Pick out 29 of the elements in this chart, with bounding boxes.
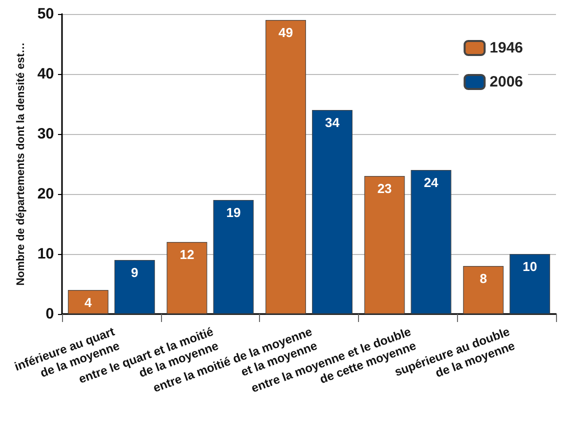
data-label: 34 bbox=[325, 115, 340, 130]
data-label: 9 bbox=[131, 265, 138, 280]
bar bbox=[364, 176, 405, 314]
data-label: 24 bbox=[424, 175, 440, 190]
bar bbox=[213, 200, 254, 314]
data-label: 23 bbox=[377, 181, 392, 196]
bar bbox=[312, 110, 352, 314]
y-tick-label: 20 bbox=[37, 186, 54, 202]
bar bbox=[166, 242, 208, 314]
y-tick-label: 40 bbox=[37, 66, 54, 82]
bar bbox=[266, 20, 306, 314]
bar bbox=[510, 254, 550, 314]
data-label: 49 bbox=[278, 25, 293, 40]
bar bbox=[68, 290, 108, 314]
data-label: 12 bbox=[180, 247, 194, 262]
y-axis-title: Nombre de départements dont la densité est… bbox=[14, 42, 27, 286]
y-tick-label: 10 bbox=[37, 246, 54, 262]
legend-label: 1946 bbox=[490, 40, 524, 56]
y-tick-label: 50 bbox=[37, 6, 54, 22]
data-label: 8 bbox=[480, 271, 487, 286]
bar bbox=[410, 170, 452, 314]
y-tick-label: 30 bbox=[37, 126, 54, 142]
legend-label: 2006 bbox=[490, 74, 524, 90]
data-label: 19 bbox=[226, 205, 241, 220]
data-label: 10 bbox=[522, 259, 538, 274]
bar bbox=[114, 260, 155, 314]
y-tick-label: 0 bbox=[46, 306, 54, 322]
bar bbox=[463, 266, 504, 314]
data-label: 4 bbox=[84, 295, 93, 310]
